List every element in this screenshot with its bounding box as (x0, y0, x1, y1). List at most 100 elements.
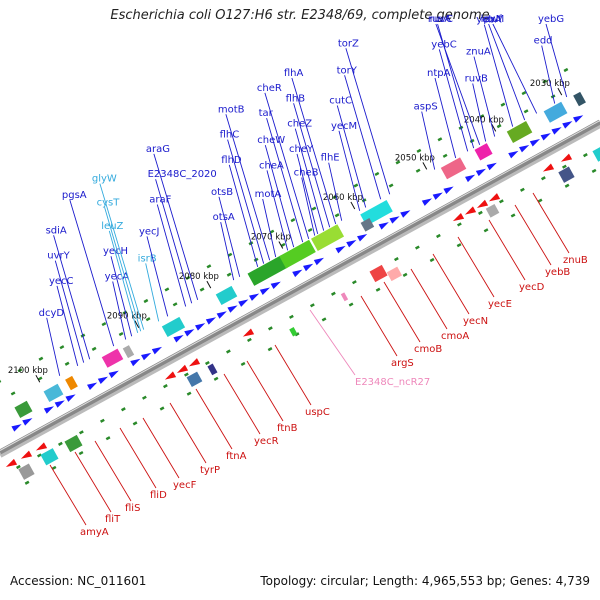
track-dash (227, 252, 233, 257)
label-leader (156, 204, 187, 307)
gene-label-ftnb: ftnB (277, 423, 298, 434)
gene-label-cher: cheR (257, 83, 282, 94)
track-dash (226, 272, 232, 277)
track-dash (496, 124, 502, 129)
forward-gene-arrow (421, 198, 433, 206)
gene-label-amya: amyA (80, 527, 109, 538)
label-leader (483, 24, 514, 127)
label-leader (104, 207, 142, 332)
track-dash (542, 79, 548, 84)
accession-text: Accession: NC_011601 (10, 574, 147, 588)
gene-label-otsa: otsA (213, 212, 235, 223)
gene-label-yebg: yebG (538, 14, 564, 25)
forward-gene-arrow (432, 192, 443, 200)
label-leader (294, 128, 325, 231)
track-dash (186, 391, 192, 396)
gene-label-cmoa: cmoA (441, 331, 469, 342)
label-leader (410, 268, 448, 330)
label-leader (146, 236, 169, 317)
track-dash (388, 183, 394, 188)
gene-label-cmob: cmoB (414, 344, 442, 355)
forward-gene-arrow (443, 186, 454, 194)
forward-gene-arrow (303, 263, 314, 272)
track-dash (290, 218, 296, 223)
gene-label-flit: fliT (105, 514, 121, 525)
gene-label-cyst: cysT (97, 197, 121, 208)
forward-gene-arrow (249, 293, 260, 301)
forward-gene-arrow (97, 376, 109, 385)
label-leader (545, 23, 568, 98)
track-dash (10, 391, 16, 396)
forward-gene-arrow (562, 121, 573, 129)
forward-gene-arrow (54, 400, 65, 408)
track-dash (57, 441, 63, 446)
track-dash (483, 228, 489, 233)
track-dash (51, 465, 57, 470)
forward-gene-arrow (238, 299, 249, 307)
gene-label-mota: motA (255, 189, 282, 200)
forward-feature-block (14, 400, 33, 419)
reverse-feature-block (592, 144, 600, 162)
forward-feature-block (474, 143, 493, 161)
forward-gene-arrow (465, 174, 476, 183)
gene-label-ncrna: E2348C_ncR27 (355, 377, 430, 388)
forward-feature-block (65, 375, 78, 391)
track-dash (537, 198, 543, 203)
gene-label-yecr: yecR (254, 436, 279, 447)
backbone-shadow (0, 122, 600, 458)
track-dash (183, 372, 189, 377)
gene-label-zwf: zwf (485, 14, 502, 25)
forward-feature-block (573, 91, 586, 107)
gene-label-yecf: yecF (173, 480, 197, 491)
forward-gene-arrow (216, 311, 227, 319)
scale-tick-label: 2080 kbp (179, 272, 219, 282)
label-leader (99, 183, 145, 330)
reverse-gene-arrow (542, 163, 555, 172)
track-dash (267, 326, 273, 331)
reverse-gene-arrow (476, 199, 489, 208)
scale-tick (134, 320, 140, 328)
label-leader (46, 317, 61, 376)
label-leader (541, 45, 556, 104)
forward-gene-arrow (130, 358, 141, 367)
label-leader (74, 451, 112, 513)
gene-label-ruva: ruvA (428, 14, 451, 25)
track-dash (17, 368, 23, 373)
track-dash (280, 242, 286, 248)
forward-gene-arrow (205, 317, 217, 325)
reverse-gene-arrow (35, 442, 48, 451)
track-dash (24, 480, 30, 485)
label-leader (145, 263, 160, 322)
track-dash (521, 90, 527, 96)
gene-label-glyw: glyW (92, 174, 117, 185)
genome-summary: Topology: circular; Length: 4,965,553 bp… (260, 574, 590, 588)
reverse-feature-block (40, 448, 59, 466)
forward-gene-arrow (227, 305, 238, 313)
label-leader (142, 417, 180, 479)
genome-backbone (0, 119, 600, 458)
gene-label-arag: araG (146, 144, 170, 155)
track-dash (309, 303, 315, 308)
track-dash (374, 171, 380, 177)
forward-gene-arrow (475, 168, 487, 177)
backbone-line (0, 119, 600, 455)
reverse-gene-arrow (20, 450, 33, 459)
track-dash (519, 187, 525, 192)
forward-gene-arrow (389, 216, 400, 224)
gene-label-ruvb: ruvB (465, 74, 488, 85)
track-dash (105, 436, 111, 441)
reverse-feature-block (558, 166, 575, 183)
forward-feature-block (43, 383, 64, 403)
scale-tick (35, 374, 41, 383)
scale-tick-label: 2040 kbp (464, 115, 504, 125)
reverse-feature-block (186, 371, 203, 387)
gene-label-uvry: uvrY (47, 251, 70, 262)
gene-label-flhc: flhC (220, 130, 240, 141)
forward-gene-arrow (151, 346, 163, 355)
scale-tick-label: 2060 kbp (323, 193, 363, 203)
track-dash (456, 222, 462, 227)
gene-label-pgsa: pgsA (62, 190, 87, 201)
gene-label-tyrp: tyrP (200, 465, 220, 476)
track-dash (353, 183, 359, 188)
label-leader (492, 23, 538, 114)
